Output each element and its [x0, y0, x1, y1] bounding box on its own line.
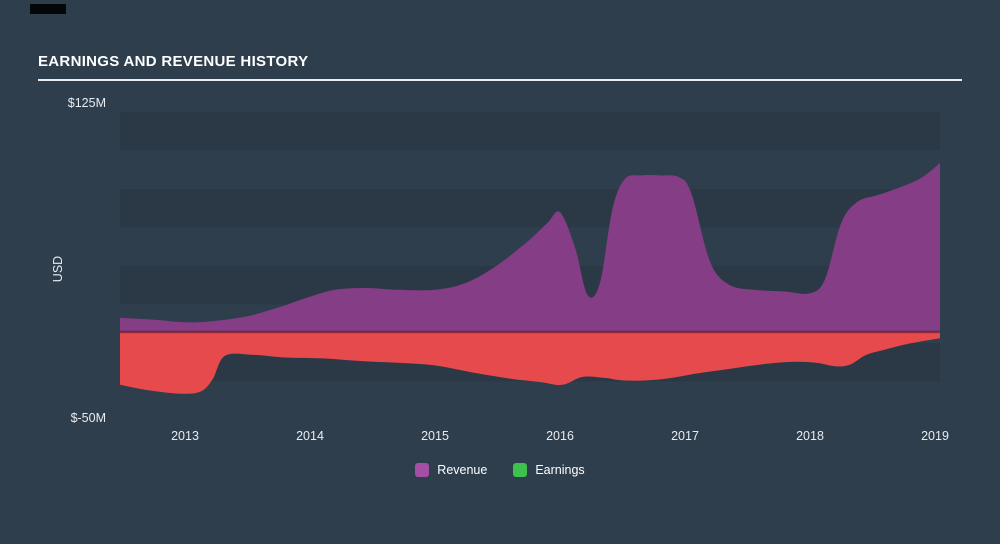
- top-left-black-bar: [30, 4, 66, 14]
- earnings-area: [120, 332, 940, 394]
- x-axis-tick: 2015: [421, 429, 449, 443]
- legend-revenue-label: Revenue: [437, 463, 488, 477]
- x-axis-tick: 2013: [171, 429, 199, 443]
- grid-band: [120, 112, 940, 151]
- legend-item-revenue[interactable]: Revenue: [415, 463, 487, 477]
- revenue-area: [120, 163, 940, 332]
- y-axis-min-label: $-50M: [70, 411, 106, 425]
- earnings-revenue-chart: [120, 112, 940, 394]
- y-axis-max-label: $125M: [67, 96, 106, 110]
- x-axis-tick: 2014: [296, 429, 324, 443]
- earnings-swatch-icon: [513, 463, 528, 477]
- zero-line: [120, 330, 940, 334]
- x-axis-tick: 2019: [921, 429, 949, 443]
- revenue-swatch-icon: [415, 463, 430, 477]
- legend-earnings-label: Earnings: [535, 463, 585, 477]
- grid-band: [120, 189, 940, 228]
- chart-title: EARNINGS AND REVENUE HISTORY: [38, 53, 309, 70]
- x-axis-tick: 2016: [546, 429, 574, 443]
- legend-item-earnings[interactable]: Earnings: [513, 463, 585, 477]
- chart-legend: Revenue Earnings: [0, 463, 1000, 477]
- y-axis-unit-label: USD: [51, 255, 65, 283]
- title-underline: [38, 79, 962, 81]
- x-axis-tick: 2018: [796, 429, 824, 443]
- x-axis-tick: 2017: [671, 429, 699, 443]
